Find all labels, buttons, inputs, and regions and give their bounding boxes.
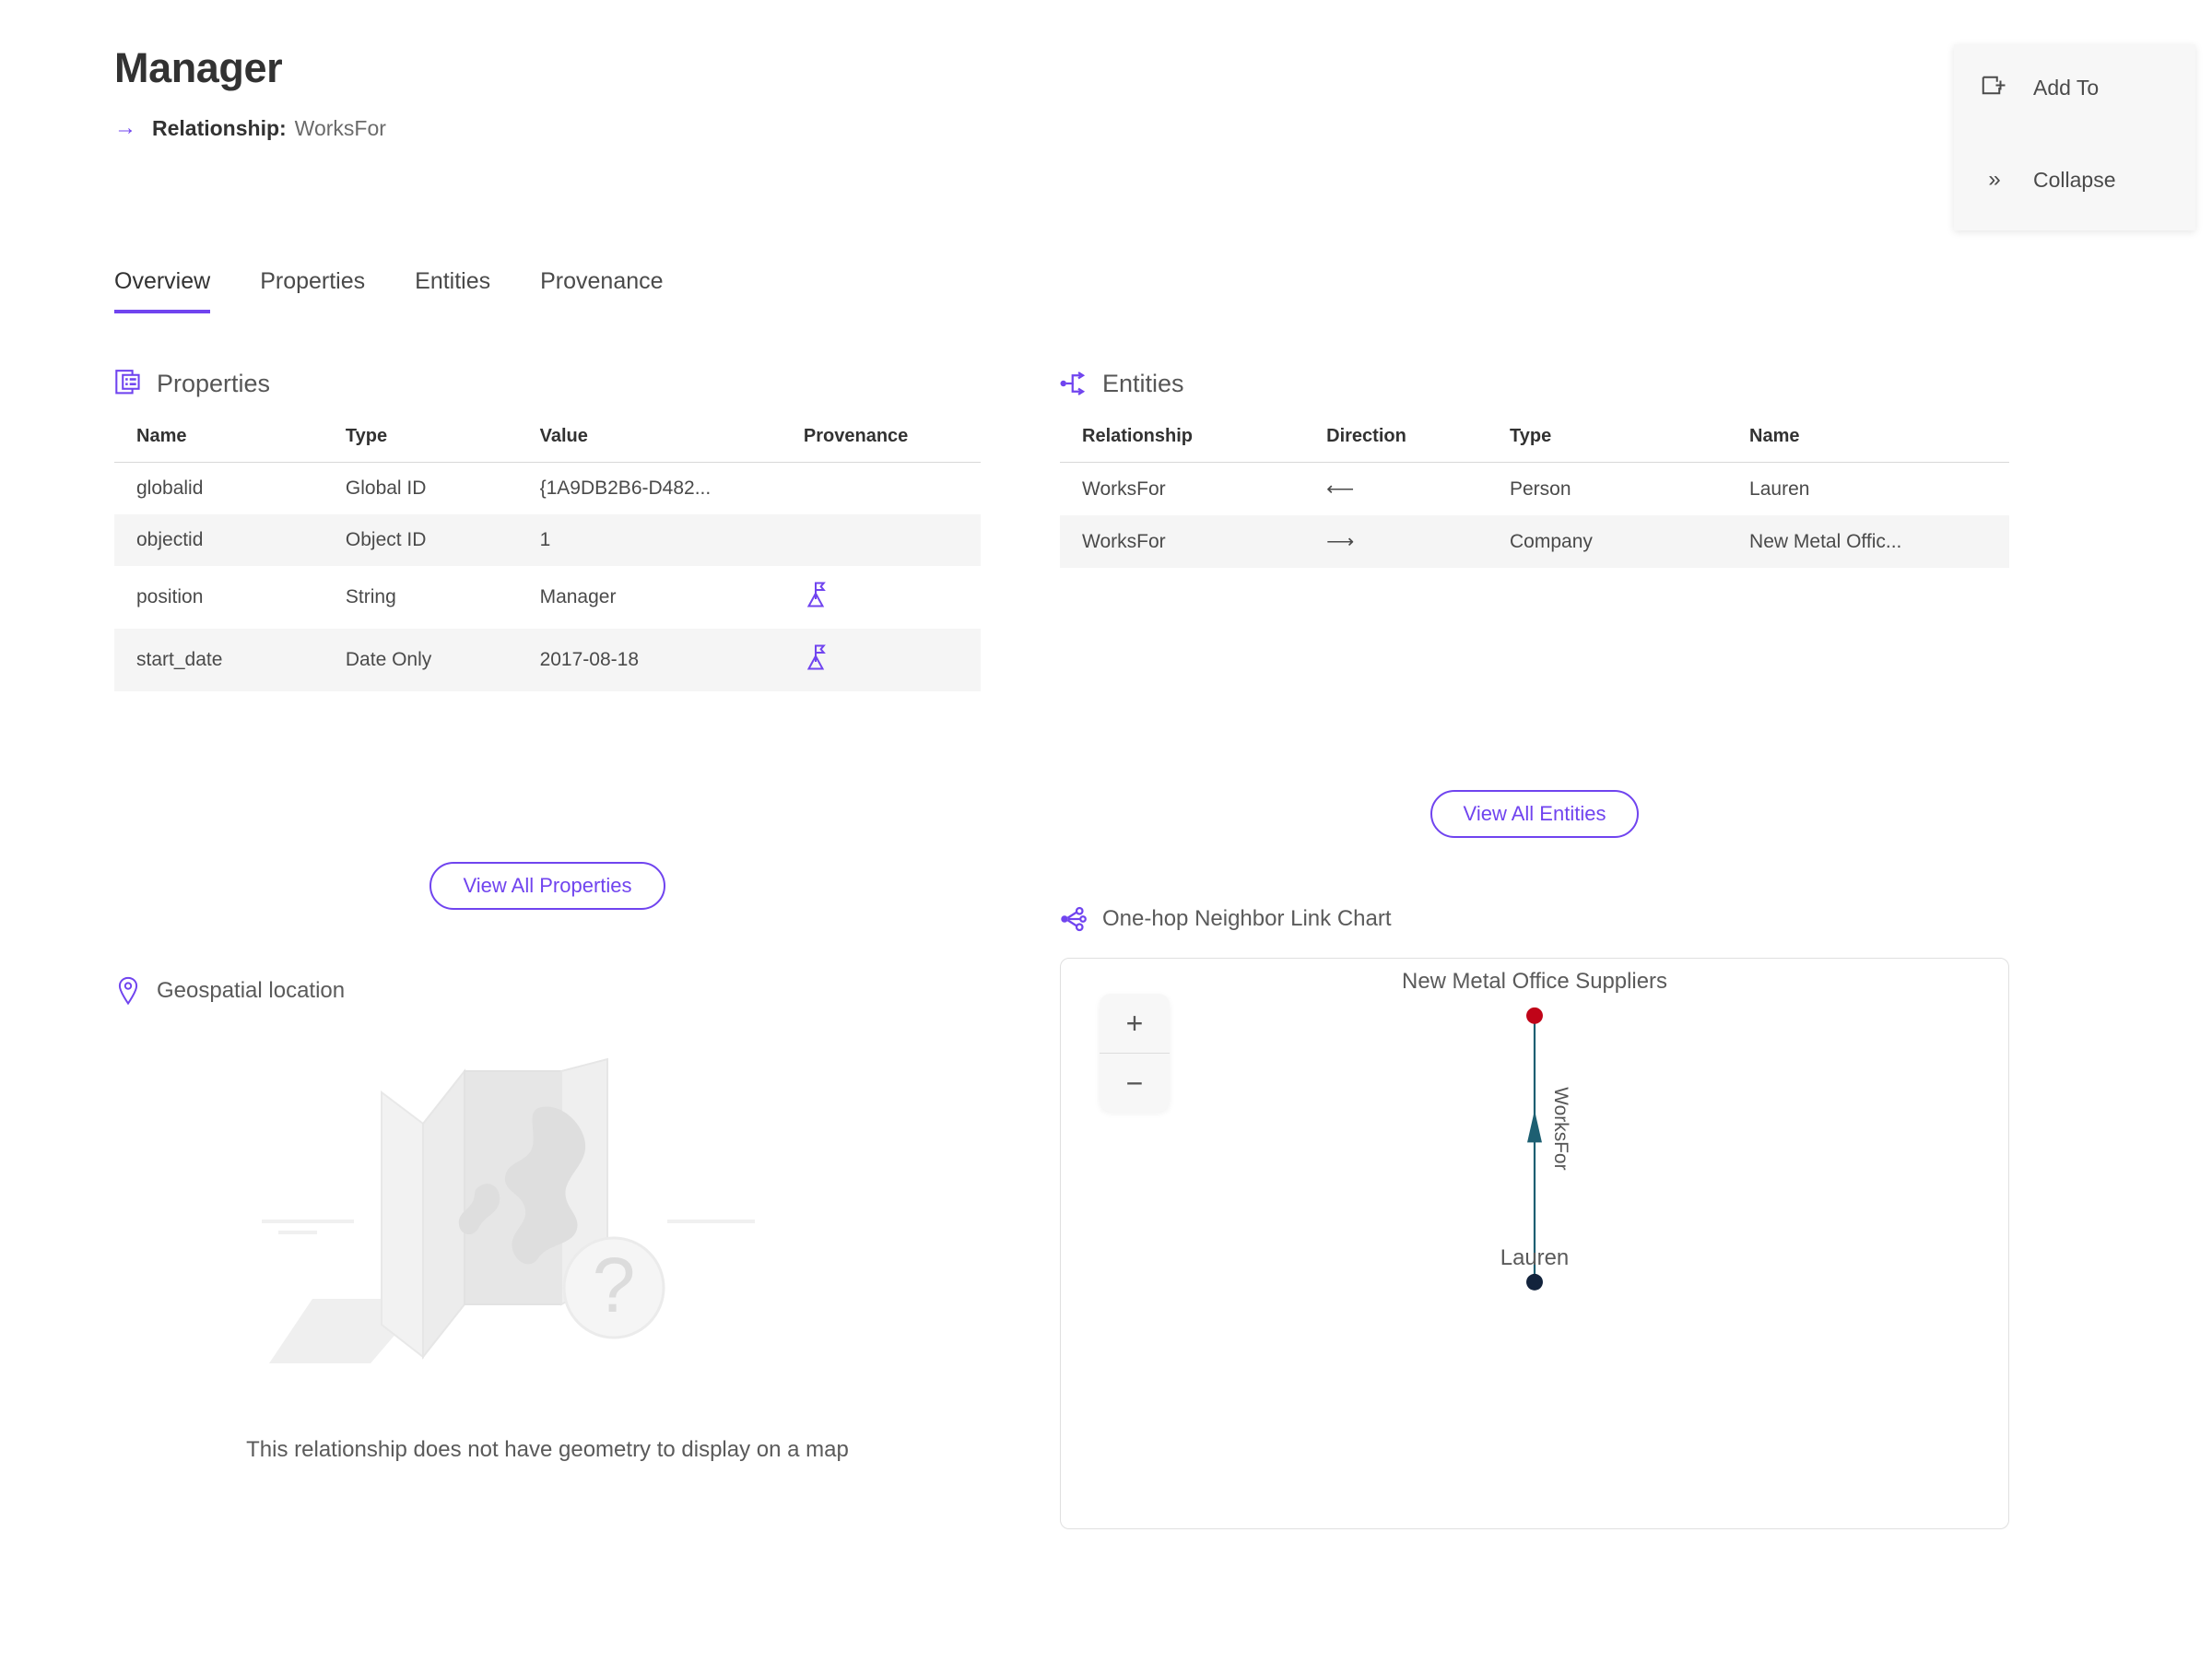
table-row[interactable]: globalid Global ID {1A9DB2B6-D482...: [114, 463, 981, 515]
graph-node-person-label: Lauren: [1500, 1245, 1569, 1270]
page-header: Manager → Relationship: WorksFor: [114, 44, 386, 141]
link-chart-canvas[interactable]: + − WorksFor New Metal Office Suppliers …: [1060, 958, 2009, 1529]
collapse-button[interactable]: » Collapse: [1954, 151, 2195, 208]
entities-column: Entities Relationship Direction Type Nam…: [1060, 369, 2009, 1529]
cell-value: {1A9DB2B6-D482...: [539, 477, 712, 499]
cell-provenance: [782, 514, 981, 566]
map-pin-icon: [114, 976, 142, 1006]
double-chevron-right-icon: »: [1988, 167, 2000, 192]
cell-value: 2017-08-18: [539, 649, 639, 670]
column-header-relationship: Relationship: [1060, 426, 1305, 463]
cell-type: Company: [1510, 530, 1593, 552]
entity-link[interactable]: Lauren: [1749, 477, 1810, 500]
graph-node-company-label: New Metal Office Suppliers: [1402, 969, 1667, 994]
linkchart-section-header: One-hop Neighbor Link Chart: [1060, 904, 2009, 934]
add-to-collection-icon: [1978, 72, 2009, 103]
relationship-label: Relationship:: [152, 115, 287, 140]
properties-table-header-row: Name Type Value Provenance: [114, 426, 981, 463]
tab-bar: Overview Properties Entities Provenance: [114, 267, 713, 313]
edge-label: WorksFor: [1550, 1087, 1571, 1170]
arrow-right-icon: →: [114, 115, 136, 141]
column-header-direction: Direction: [1304, 426, 1488, 463]
properties-column: Properties Name Type Value Provenance gl…: [114, 369, 981, 1463]
cell-relationship: WorksFor: [1082, 530, 1166, 552]
svg-text:?: ?: [593, 1242, 636, 1328]
cell-provenance: [782, 566, 981, 629]
column-header-name: Name: [114, 426, 324, 463]
tab-entities[interactable]: Entities: [415, 268, 491, 294]
add-to-label: Add To: [2033, 75, 2100, 100]
page-title: Manager: [114, 44, 283, 91]
cell-name: globalid: [136, 477, 204, 499]
properties-document-icon: [114, 369, 142, 398]
zoom-out-button[interactable]: −: [1100, 1053, 1170, 1112]
entities-table: Relationship Direction Type Name WorksFo…: [1060, 426, 2009, 568]
tab-provenance[interactable]: Provenance: [540, 268, 664, 294]
table-row[interactable]: objectid Object ID 1: [114, 514, 981, 566]
linkchart-section-title: One-hop Neighbor Link Chart: [1102, 906, 1392, 931]
cell-type: Person: [1510, 477, 1571, 500]
cell-relationship: WorksFor: [1082, 477, 1166, 500]
table-row[interactable]: start_date Date Only 2017-08-18: [114, 629, 981, 691]
add-to-button[interactable]: Add To: [1954, 65, 2195, 116]
properties-section-title: Properties: [157, 369, 271, 397]
entities-graph-icon: [1060, 369, 1088, 398]
column-header-name: Name: [1727, 426, 2009, 463]
map-empty-message: This relationship does not have geometry…: [246, 1437, 849, 1462]
folded-map-question-icon: ?: [262, 1057, 755, 1363]
cell-value: Manager: [539, 586, 617, 607]
relationship-value: WorksFor: [294, 115, 386, 140]
collapse-label: Collapse: [2033, 167, 2116, 192]
cell-provenance: [782, 629, 981, 691]
view-all-entities-button[interactable]: View All Entities: [1430, 790, 1640, 838]
entity-link[interactable]: New Metal Offic...: [1749, 530, 1902, 552]
entities-section-header: Entities: [1060, 369, 2009, 398]
cell-type: Global ID: [345, 477, 427, 499]
cell-value: 1: [539, 529, 551, 550]
entities-section-title: Entities: [1102, 369, 1184, 397]
properties-table: Name Type Value Provenance globalid Glob…: [114, 426, 981, 691]
cell-provenance: [782, 463, 981, 515]
cell-type: Object ID: [345, 529, 427, 550]
cell-direction: ⟵: [1326, 478, 1355, 500]
cell-type: Date Only: [345, 649, 432, 670]
column-header-provenance: Provenance: [781, 426, 981, 463]
view-all-properties-button[interactable]: View All Properties: [429, 862, 665, 910]
cell-type: String: [345, 586, 396, 607]
link-chart-icon: [1060, 904, 1088, 934]
cell-name: start_date: [136, 649, 223, 670]
zoom-in-button[interactable]: +: [1125, 1007, 1144, 1040]
relationship-subtitle: → Relationship: WorksFor: [114, 116, 386, 141]
column-header-value: Value: [517, 426, 782, 463]
cell-name: objectid: [136, 529, 204, 550]
link-chart-graph: WorksFor New Metal Office Suppliers Laur…: [1061, 959, 2008, 1528]
provenance-flag-icon[interactable]: [804, 582, 828, 613]
tab-properties[interactable]: Properties: [260, 268, 366, 294]
entities-table-header-row: Relationship Direction Type Name: [1060, 426, 2009, 463]
map-empty-illustration: ?: [114, 1030, 981, 1417]
cell-name: position: [136, 586, 204, 607]
zoom-controls: + −: [1100, 994, 1170, 1112]
cell-direction: ⟶: [1326, 531, 1355, 552]
provenance-flag-icon[interactable]: [804, 644, 828, 676]
column-header-type: Type: [1488, 426, 1728, 463]
geospatial-section-title: Geospatial location: [157, 978, 346, 1003]
view-all-properties-wrap: View All Properties: [114, 862, 981, 910]
view-all-entities-wrap: View All Entities: [1060, 790, 2009, 838]
graph-node-person[interactable]: [1526, 1273, 1543, 1291]
graph-node-company[interactable]: [1526, 1007, 1543, 1024]
geospatial-section-header: Geospatial location: [114, 976, 981, 1006]
table-row[interactable]: WorksFor ⟵ Person Lauren: [1060, 463, 2009, 516]
column-header-type: Type: [323, 426, 518, 463]
action-panel: Add To » Collapse: [1954, 44, 2195, 230]
tab-overview[interactable]: Overview: [114, 267, 211, 313]
properties-section-header: Properties: [114, 369, 981, 398]
table-row[interactable]: WorksFor ⟶ Company New Metal Offic...: [1060, 515, 2009, 568]
edge-arrowhead: [1527, 1110, 1542, 1143]
table-row[interactable]: position String Manager: [114, 566, 981, 629]
